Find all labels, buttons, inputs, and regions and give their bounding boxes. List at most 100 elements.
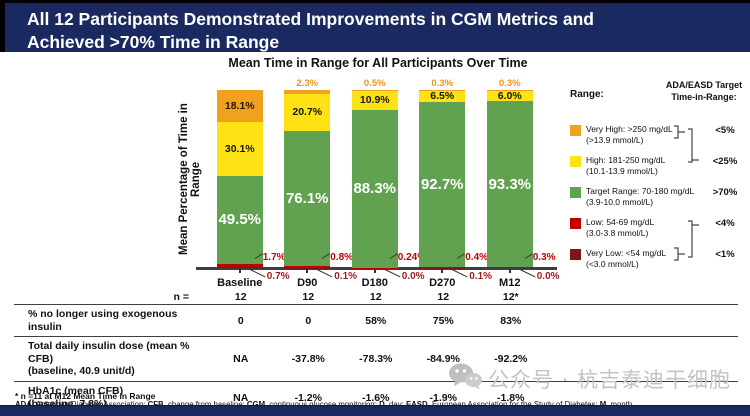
very-low-value-label: 0.1% xyxy=(469,271,493,282)
high-value-label: 6.5% xyxy=(430,90,455,103)
footnote-asterisk: * n =11 at M12 Mean Time in Range xyxy=(15,391,156,401)
target-value-label: 49.5% xyxy=(218,211,262,229)
watermark-text: 公众号 · 杭吉泰迪干细胞 xyxy=(488,367,732,392)
cell-value: NA xyxy=(233,353,249,366)
high-value-label: 30.1% xyxy=(224,142,255,155)
cell-value: -37.8% xyxy=(291,353,325,366)
bar-group-d90: 76.1% 20.7% 2.3% 0.8% 0.1% D90 xyxy=(274,78,357,289)
segment-high: 6.0% xyxy=(486,90,533,102)
high-value-label: 20.7% xyxy=(292,106,323,119)
legend-swatch xyxy=(570,249,581,260)
x-axis-label: D90 xyxy=(297,277,318,289)
cell-value: 0 xyxy=(237,314,244,327)
x-axis-label: D270 xyxy=(429,277,456,289)
cell-value: -1.8% xyxy=(497,391,525,404)
legend-header: Range: ADA/EASD Target Time-in-Range: xyxy=(570,80,748,103)
segment-target: 88.3% xyxy=(351,110,398,268)
cell-value: -1.9% xyxy=(429,391,457,404)
chart-title: Mean Time in Range for All Participants … xyxy=(228,56,528,70)
low-value-label: 0.4% xyxy=(465,252,489,263)
row-label: % no longer using exogenous insulin xyxy=(28,308,178,333)
footnote-abbreviations: ADA, American Diabetes Association; CFB,… xyxy=(15,400,632,409)
low-value-label: 0.24% xyxy=(397,252,427,263)
low-value-label: 1.7% xyxy=(262,252,286,263)
row-label: Total daily insulin dose (mean % CFB) (ba… xyxy=(28,340,190,378)
low-value-label: 0.3% xyxy=(532,252,556,263)
abbrev-definition: , continuous glucose monitoring; xyxy=(265,400,379,409)
legend-items: Very High: >250 mg/dL (>13.9 mmol/L) <5% Hi… xyxy=(570,124,748,284)
abbrev-term: M xyxy=(600,400,607,409)
stacked-bar: 93.3% 6.0% xyxy=(486,90,533,268)
legend-item-label: Very High: >250 mg/dL (>13.9 mmol/L) xyxy=(586,124,673,146)
n-value: 12 xyxy=(302,290,315,303)
n-equals-label: n = xyxy=(173,290,189,303)
abbrev-definition: , change from baseline; xyxy=(164,400,247,409)
very-high-value-label: 0.3% xyxy=(498,78,521,90)
legend-item: Target Range: 70-180 mg/dL (3.9-10.0 mmol… xyxy=(570,186,748,217)
cell-value: -78.3% xyxy=(359,353,393,366)
legend-target-value: >70% xyxy=(712,187,738,198)
target-value-label: 88.3% xyxy=(353,180,397,198)
axis-tick xyxy=(441,269,444,273)
abbrev-definition: , American Diabetes Association; xyxy=(32,400,148,409)
cell-value: NA xyxy=(233,391,249,404)
very-low-value-label: 0.0% xyxy=(401,271,425,282)
abbrev-term: CGM xyxy=(247,400,265,409)
x-axis-label: Baseline xyxy=(217,277,263,289)
segment-very-low xyxy=(216,266,263,268)
segment-high: 6.5% xyxy=(419,90,466,103)
segment-target: 49.5% xyxy=(216,175,263,264)
stacked-bar: 92.7% 6.5% xyxy=(419,90,466,268)
segment-target: 76.1% xyxy=(284,130,331,267)
legend-item-label: Very Low: <54 mg/dL (<3.0 mmol/L) xyxy=(586,248,667,270)
bar-group-d270: 92.7% 6.5% 0.3% 0.4% 0.1% D270 xyxy=(409,78,492,289)
target-value-label: 76.1% xyxy=(285,190,329,208)
legend-swatch xyxy=(570,187,581,198)
bar-group-m12: 93.3% 6.0% 0.3% 0.3% 0.0% M12 xyxy=(476,78,560,289)
legend-item: Very High: >250 mg/dL (>13.9 mmol/L) <5% xyxy=(570,124,748,155)
legend-item-label: Low: 54-69 mg/dL (3.0-3.8 mmol/L) xyxy=(586,217,655,239)
table-row: Total daily insulin dose (mean % CFB) (ba… xyxy=(14,337,738,382)
legend-target-value: <5% xyxy=(715,125,735,136)
axis-tick xyxy=(238,269,241,273)
segment-target: 92.7% xyxy=(419,102,466,268)
legend-target-value: <1% xyxy=(715,249,735,260)
segment-very-high xyxy=(351,90,398,92)
very-high-value-label: 18.1% xyxy=(224,99,255,112)
very-low-value-label: 0.7% xyxy=(266,271,290,282)
bar-group-d180: 88.3% 10.9% 0.5% 0.24% 0.0% D180 xyxy=(341,78,426,289)
segment-low xyxy=(486,267,533,268)
abbrev-definition: , day; xyxy=(385,400,406,409)
very-high-value-label: 0.5% xyxy=(363,78,386,90)
n-value: 12* xyxy=(502,290,519,303)
legend-swatch xyxy=(570,125,581,136)
watermark: 公众号 · 杭吉泰迪干细胞 xyxy=(448,362,731,395)
legend-item: Low: 54-69 mg/dL (3.0-3.8 mmol/L) <4% xyxy=(570,217,748,248)
n-value: 12 xyxy=(369,290,382,303)
stacked-bar: 49.5% 30.1% 18.1% xyxy=(216,89,263,268)
very-high-value-label: 2.3% xyxy=(296,78,319,89)
segment-low xyxy=(216,263,263,267)
slide-title: All 12 Participants Demonstrated Improve… xyxy=(27,9,594,53)
segment-very-high xyxy=(419,90,466,91)
cell-value: 58% xyxy=(365,314,387,327)
abbrev-definition: , month xyxy=(606,400,632,409)
segment-very-high xyxy=(284,90,331,95)
legend: Range: ADA/EASD Target Time-in-Range: Ve… xyxy=(570,80,748,269)
high-value-label: 10.9% xyxy=(359,94,390,107)
legend-target-value: <4% xyxy=(715,218,735,229)
target-value-label: 93.3% xyxy=(488,175,532,193)
abbrev-term: CFB xyxy=(148,400,164,409)
abbrev-term: D xyxy=(379,400,385,409)
plot-area: 49.5% 30.1% 18.1% 1.7% 0.7% Baseline 76.1% 20.7… xyxy=(196,78,560,289)
legend-swatch xyxy=(570,218,581,229)
very-low-value-label: 0.0% xyxy=(536,271,560,282)
segment-high: 10.9% xyxy=(351,91,398,111)
table-row: % no longer using exogenous insulin 0 0 58%… xyxy=(14,305,738,338)
stacked-bar: 88.3% 10.9% xyxy=(351,90,398,268)
x-axis-label: M12 xyxy=(499,277,521,289)
very-high-value-label: 0.3% xyxy=(431,78,454,89)
legend-item: High: 181-250 mg/dL (10.1-13.9 mmol/L) <25… xyxy=(570,155,748,186)
abbrev-term: EASD xyxy=(406,400,428,409)
